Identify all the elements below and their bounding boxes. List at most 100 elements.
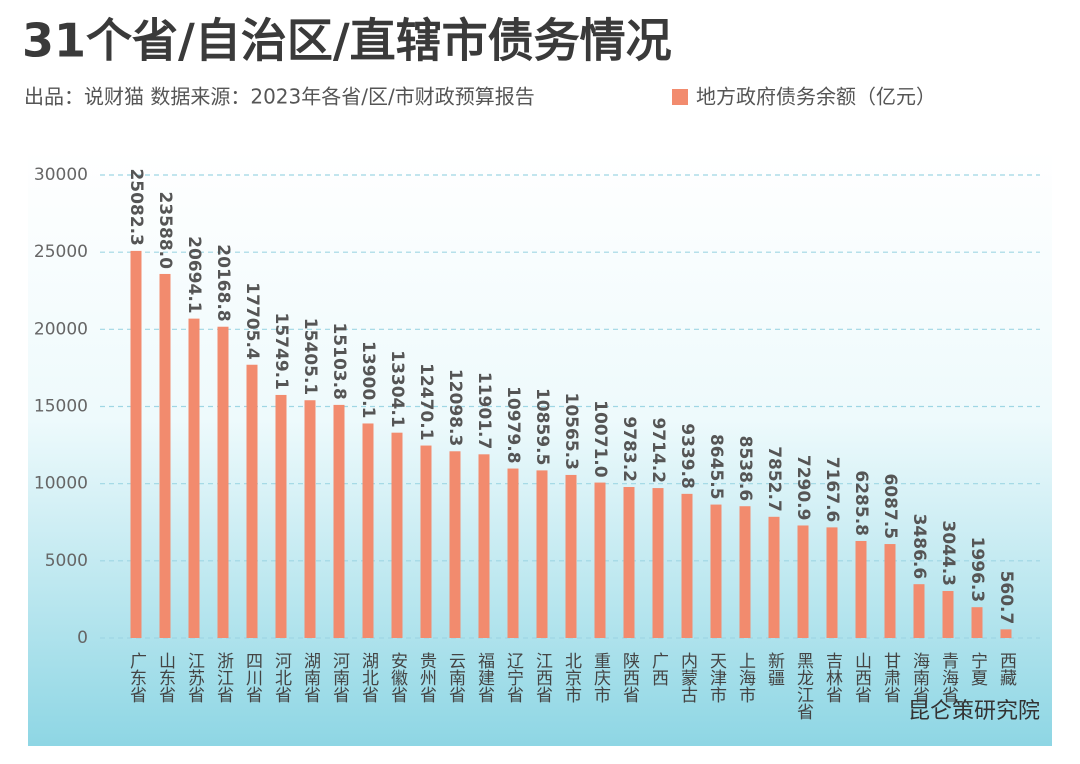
x-tick-label: 新疆 [764, 652, 785, 686]
y-tick-label: 15000 [34, 397, 88, 417]
x-tick-label: 黑龙江省 [793, 652, 814, 720]
value-label: 12098.3 [445, 369, 465, 446]
chart-title: 31个省/自治区/直辖市债务情况 [22, 14, 672, 68]
value-label: 9714.2 [648, 417, 668, 483]
bar [275, 394, 287, 638]
value-label: 23588.0 [155, 192, 175, 270]
bar [971, 607, 983, 638]
value-label: 10979.8 [503, 386, 523, 463]
value-label: 7852.7 [764, 446, 784, 512]
value-label: 17705.4 [242, 282, 262, 360]
x-tick-label: 安徽省 [387, 652, 408, 703]
value-label: 1996.3 [967, 537, 987, 603]
value-label: 15103.8 [329, 322, 349, 399]
bar [913, 584, 925, 638]
value-label: 20694.1 [184, 236, 204, 313]
y-tick-label: 20000 [34, 319, 88, 339]
value-label: 560.7 [996, 571, 1016, 625]
value-label: 9339.8 [677, 423, 697, 489]
value-label: 8538.6 [735, 436, 755, 502]
x-tick-label: 宁夏 [967, 652, 988, 686]
x-tick-label: 江苏省 [184, 652, 205, 703]
value-label: 10859.5 [532, 388, 552, 465]
bar [855, 540, 867, 638]
x-tick-label: 河北省 [271, 652, 292, 703]
bar [536, 470, 548, 638]
y-tick-label: 5000 [45, 551, 88, 571]
value-label: 6087.5 [880, 473, 900, 539]
bar [826, 527, 838, 638]
value-label: 12470.1 [416, 363, 436, 440]
x-tick-label: 湖北省 [358, 652, 379, 703]
x-tick-label: 广东省 [126, 652, 147, 703]
bar [391, 432, 403, 638]
x-tick-label: 福建省 [474, 652, 495, 703]
value-label: 6285.8 [851, 470, 871, 536]
y-tick-label: 30000 [34, 165, 88, 185]
x-tick-label: 青海省 [938, 652, 959, 703]
x-tick-label: 吉林省 [822, 652, 843, 703]
legend-swatch [672, 89, 688, 105]
bar [478, 454, 490, 638]
x-tick-label: 河南省 [329, 652, 350, 703]
bar [362, 423, 374, 638]
bar [246, 364, 258, 638]
value-label: 3044.3 [938, 520, 958, 586]
x-tick-label: 四川省 [242, 652, 263, 703]
x-tick-label: 江西省 [532, 652, 553, 703]
bar [159, 273, 171, 638]
x-tick-label: 辽宁省 [503, 652, 524, 703]
bar [652, 488, 664, 638]
bar [739, 506, 751, 638]
bar [594, 482, 606, 638]
bar [565, 474, 577, 638]
value-label: 13304.1 [387, 350, 407, 427]
x-tick-label: 天津市 [706, 652, 727, 703]
value-label: 15749.1 [271, 313, 291, 390]
x-tick-label: 山东省 [155, 652, 176, 703]
bar [188, 318, 200, 638]
x-tick-label: 甘肃省 [880, 652, 901, 703]
value-label: 15405.1 [300, 318, 320, 395]
bar [884, 544, 896, 638]
x-tick-label: 浙江省 [213, 652, 234, 703]
value-label: 9783.2 [619, 416, 639, 482]
x-tick-label: 陕西省 [619, 652, 640, 703]
x-tick-label: 广西 [648, 652, 669, 686]
x-tick-label: 北京市 [561, 652, 582, 703]
value-label: 3486.6 [909, 514, 929, 580]
value-label: 13900.1 [358, 341, 378, 418]
x-tick-label: 云南省 [445, 652, 466, 703]
watermark: 昆仑策研究院 [908, 699, 1040, 724]
bar [942, 591, 954, 638]
y-tick-label: 0 [77, 628, 88, 648]
value-label: 7167.6 [822, 457, 842, 523]
x-tick-label: 贵州省 [416, 652, 437, 703]
value-label: 20168.8 [213, 244, 233, 321]
y-tick-label: 10000 [34, 474, 88, 494]
bar [304, 400, 316, 638]
y-tick-label: 25000 [34, 242, 88, 262]
bar [710, 504, 722, 638]
value-label: 10071.0 [590, 400, 610, 478]
x-tick-label: 西藏 [996, 652, 1017, 687]
x-tick-label: 湖南省 [300, 652, 321, 703]
x-tick-label: 山西省 [851, 652, 872, 703]
value-label: 7290.9 [793, 455, 813, 521]
x-tick-label: 重庆市 [590, 652, 611, 703]
bar [681, 493, 693, 638]
value-label: 8645.5 [706, 434, 726, 500]
bar [217, 326, 229, 638]
legend-label: 地方政府债务余额（亿元） [696, 85, 936, 109]
subtitle: 出品：说财猫 数据来源：2023年各省/区/市财政预算报告 [24, 85, 535, 109]
value-label: 11901.7 [474, 372, 494, 449]
bar [449, 451, 461, 638]
value-label: 25082.3 [126, 168, 146, 245]
bar [420, 445, 432, 638]
bar [797, 525, 809, 638]
value-label: 10565.3 [561, 393, 581, 470]
x-tick-label: 海南省 [909, 652, 930, 703]
x-tick-label: 上海市 [735, 652, 756, 703]
bar [623, 487, 635, 638]
